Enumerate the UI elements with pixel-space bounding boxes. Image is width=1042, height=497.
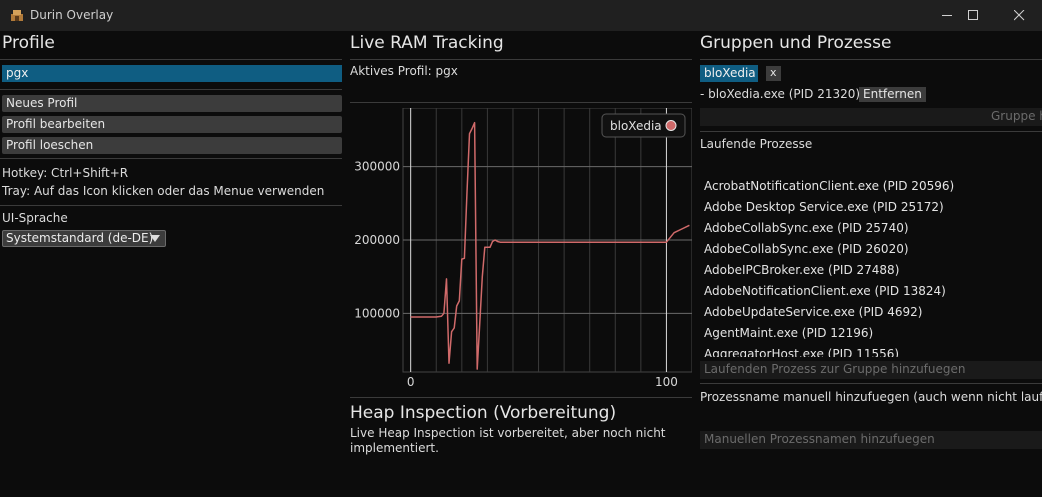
edit-profile-button[interactable]: Profil bearbeiten	[2, 116, 342, 133]
remove-group-button[interactable]: x	[766, 66, 781, 81]
remove-member-label: Entfernen	[863, 87, 922, 101]
divider	[350, 397, 692, 398]
profile-heading: Profile	[2, 33, 55, 53]
y-tick-label: 100000	[354, 306, 400, 320]
edit-profile-label: Profil bearbeiten	[6, 117, 106, 131]
maximize-icon	[968, 10, 978, 20]
divider	[0, 205, 342, 206]
running-processes-label: Laufende Prozesse	[700, 137, 813, 151]
manual-process-placeholder: Manuellen Prozessnamen hinzufuegen	[704, 432, 935, 446]
active-profile-text: Aktives Profil: pgx	[350, 64, 458, 78]
tray-text: Tray: Auf das Icon klicken oder das Menu…	[2, 184, 325, 198]
divider	[0, 59, 342, 60]
legend-marker	[665, 120, 677, 131]
heap-text-line: implementiert.	[350, 441, 439, 455]
add-running-process-input[interactable]: Laufenden Prozess zur Gruppe hinzufuegen	[700, 361, 1042, 379]
divider	[700, 131, 1042, 132]
title-bar: Durin Overlay	[0, 0, 1042, 31]
group-name-input[interactable]: Gruppe hinzufuegen	[700, 108, 1042, 126]
list-item[interactable]: AdobeCollabSync.exe (PID 25740)	[704, 221, 909, 235]
chevron-down-icon	[150, 235, 160, 242]
delete-profile-button[interactable]: Profil loeschen	[2, 137, 342, 154]
divider	[700, 383, 1042, 384]
divider	[350, 59, 692, 60]
x-tick-label: 100	[655, 375, 678, 389]
ram-chart[interactable]: 100000 200000 300000 0 100 bloXedia	[350, 108, 692, 394]
plot-background	[350, 108, 692, 394]
ram-heading: Live RAM Tracking	[350, 33, 504, 53]
list-item[interactable]: AdobeIPCBroker.exe (PID 27488)	[704, 263, 900, 277]
list-item[interactable]: AdobeUpdateService.exe (PID 4692)	[704, 305, 923, 319]
language-label: UI-Sprache	[2, 211, 68, 225]
manual-process-label: Prozessname manuell hinzufuegen (auch we…	[700, 390, 1042, 404]
add-running-process-placeholder: Laufenden Prozess zur Gruppe hinzufuegen	[704, 362, 966, 376]
list-item[interactable]: AcrobatNotificationClient.exe (PID 20596…	[704, 179, 955, 193]
close-icon	[1014, 10, 1025, 21]
close-button[interactable]	[996, 0, 1042, 31]
x-tick-label: 0	[407, 375, 415, 389]
list-item[interactable]: AdobeNotificationClient.exe (PID 13824)	[704, 284, 946, 298]
divider	[350, 102, 692, 103]
language-select[interactable]: Systemstandard (de-DE)	[2, 230, 166, 247]
y-tick-label: 200000	[354, 233, 400, 247]
app-icon	[11, 10, 23, 21]
groups-heading: Gruppen und Prozesse	[700, 33, 892, 53]
remove-group-label: x	[770, 66, 777, 79]
series-line	[410, 121, 690, 370]
maximize-button[interactable]	[950, 0, 996, 31]
profile-name: pgx	[6, 66, 29, 80]
list-item[interactable]: AdobeCollabSync.exe (PID 26020)	[704, 242, 909, 256]
remove-member-button[interactable]: Entfernen	[859, 87, 926, 102]
group-member: - bloXedia.exe (PID 21320)	[700, 87, 861, 101]
group-input-placeholder: Gruppe hinzufuegen	[991, 109, 1042, 123]
window-title: Durin Overlay	[30, 8, 114, 22]
new-profile-label: Neues Profil	[6, 96, 78, 110]
hotkey-text: Hotkey: Ctrl+Shift+R	[2, 166, 129, 180]
minimize-button[interactable]	[924, 0, 970, 31]
language-value: Systemstandard (de-DE)	[6, 231, 154, 245]
manual-process-input[interactable]: Manuellen Prozessnamen hinzufuegen	[700, 431, 1042, 449]
group-item-selected[interactable]: bloXedia	[700, 65, 758, 82]
heap-heading: Heap Inspection (Vorbereitung)	[350, 403, 617, 423]
divider	[0, 89, 342, 90]
profile-list-item-selected[interactable]: pgx	[2, 65, 342, 82]
minimize-icon	[942, 15, 952, 16]
divider	[0, 158, 342, 159]
y-tick-label: 300000	[354, 160, 400, 174]
group-name: bloXedia	[704, 66, 756, 80]
new-profile-button[interactable]: Neues Profil	[2, 95, 342, 112]
chart-legend: bloXedia	[601, 113, 686, 138]
list-item[interactable]: Adobe Desktop Service.exe (PID 25172)	[704, 200, 944, 214]
heap-text-line: Live Heap Inspection ist vorbereitet, ab…	[350, 426, 666, 440]
list-item[interactable]: AgentMaint.exe (PID 12196)	[704, 326, 874, 340]
legend-label: bloXedia	[610, 119, 662, 133]
list-item[interactable]: AggregatorHost.exe (PID 11556)	[704, 347, 900, 357]
delete-profile-label: Profil loeschen	[6, 138, 94, 152]
divider	[700, 59, 1042, 60]
process-list[interactable]: AcrobatNotificationClient.exe (PID 20596…	[700, 176, 1042, 357]
